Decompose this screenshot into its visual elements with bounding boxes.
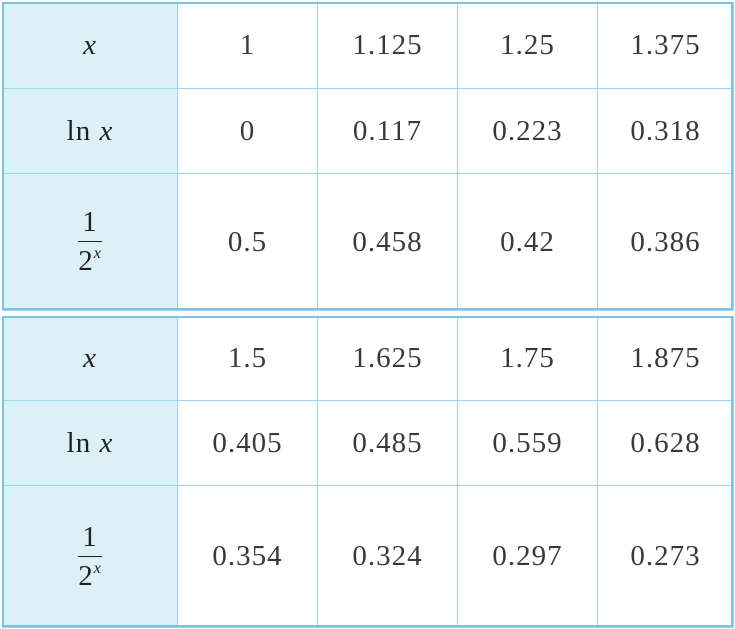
variable: x (83, 29, 97, 61)
value-cell: 0.297 (457, 485, 598, 628)
fraction: 1 2x (78, 208, 102, 276)
function-name: ln (66, 114, 92, 147)
variable: x (99, 426, 114, 459)
value-cell: 0.324 (317, 485, 458, 628)
value-cell: 0.559 (457, 400, 598, 486)
value-cell: 1.625 (317, 316, 458, 401)
variable: x (99, 114, 114, 147)
value-cell: 1.75 (457, 316, 598, 401)
denominator: 2x (78, 242, 102, 276)
value-cell: 0.485 (317, 400, 458, 486)
value-cell: 0.318 (597, 88, 734, 174)
denominator: 2x (78, 557, 102, 591)
numerator: 1 (78, 208, 102, 242)
value-cell: 0.458 (317, 173, 458, 311)
value-cell: 0.628 (597, 400, 734, 486)
row-header: 1 2x (2, 485, 178, 628)
row-header: x (2, 2, 178, 89)
value-cell: 1.5 (177, 316, 318, 401)
base: 2 (78, 245, 94, 277)
row-header: ln x (2, 88, 178, 174)
exponent: x (93, 245, 102, 262)
fraction: 1 2x (78, 522, 102, 591)
value-cell: 0.386 (597, 173, 734, 311)
exponent: x (93, 559, 102, 577)
variable: x (83, 342, 97, 374)
numerator: 1 (78, 522, 102, 557)
value-cell: 0.42 (457, 173, 598, 311)
function-name: ln (66, 426, 92, 459)
value-cell: 0.354 (177, 485, 318, 628)
value-cell: 0.273 (597, 485, 734, 628)
value-cell: 0 (177, 88, 318, 174)
value-cell: 1.25 (457, 2, 598, 89)
row-header: x (2, 316, 178, 401)
value-cell: 1.125 (317, 2, 458, 89)
value-cell: 0.223 (457, 88, 598, 174)
row-header: 1 2x (2, 173, 178, 311)
row-header: ln x (2, 400, 178, 486)
value-cell: 0.405 (177, 400, 318, 486)
value-cell: 1.875 (597, 316, 734, 401)
value-cell: 0.5 (177, 173, 318, 311)
value-cell: 1 (177, 2, 318, 89)
value-cell: 1.375 (597, 2, 734, 89)
base: 2 (78, 559, 94, 592)
value-cell: 0.117 (317, 88, 458, 174)
